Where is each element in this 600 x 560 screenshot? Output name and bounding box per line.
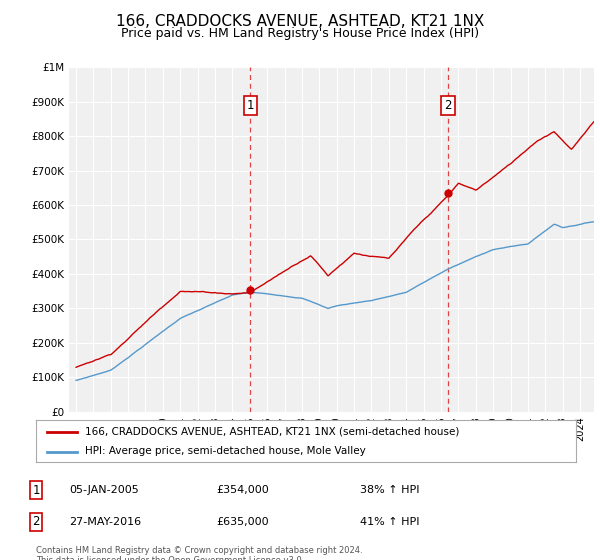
Text: Price paid vs. HM Land Registry's House Price Index (HPI): Price paid vs. HM Land Registry's House … (121, 27, 479, 40)
Text: Contains HM Land Registry data © Crown copyright and database right 2024.
This d: Contains HM Land Registry data © Crown c… (36, 546, 362, 560)
Text: 41% ↑ HPI: 41% ↑ HPI (360, 517, 419, 527)
Text: 166, CRADDOCKS AVENUE, ASHTEAD, KT21 1NX: 166, CRADDOCKS AVENUE, ASHTEAD, KT21 1NX (116, 14, 484, 29)
Text: 2: 2 (445, 99, 452, 111)
Text: 27-MAY-2016: 27-MAY-2016 (69, 517, 141, 527)
Text: £635,000: £635,000 (216, 517, 269, 527)
Text: HPI: Average price, semi-detached house, Mole Valley: HPI: Average price, semi-detached house,… (85, 446, 365, 456)
Text: 05-JAN-2005: 05-JAN-2005 (69, 485, 139, 495)
Text: 2: 2 (32, 515, 40, 529)
Text: 166, CRADDOCKS AVENUE, ASHTEAD, KT21 1NX (semi-detached house): 166, CRADDOCKS AVENUE, ASHTEAD, KT21 1NX… (85, 427, 459, 437)
Text: £354,000: £354,000 (216, 485, 269, 495)
Text: 38% ↑ HPI: 38% ↑ HPI (360, 485, 419, 495)
Text: 1: 1 (247, 99, 254, 111)
Text: 1: 1 (32, 483, 40, 497)
